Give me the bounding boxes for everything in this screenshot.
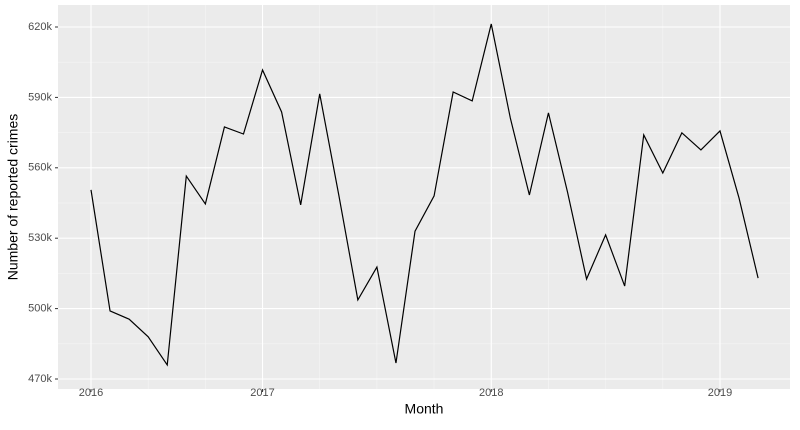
marks — [90, 23, 759, 367]
y-tick-label: 560k — [28, 162, 52, 174]
x-tick-label: 2018 — [479, 387, 503, 399]
y-axis-title: Number of reported crimes — [5, 114, 21, 281]
line — [90, 23, 759, 367]
y-tick-label: 530k — [28, 232, 52, 244]
panel — [58, 5, 790, 389]
x-tick-label: 2017 — [250, 387, 274, 399]
x-tick-label: 2016 — [79, 387, 103, 399]
grid — [58, 5, 790, 389]
y-tick-label: 590k — [28, 91, 52, 103]
y-tick-label: 500k — [28, 303, 52, 315]
x-tick-label: 2019 — [708, 387, 732, 399]
y-tick-label: 470k — [28, 373, 52, 385]
x-axis-title: Month — [405, 401, 444, 417]
y-tick-label: 620k — [28, 21, 52, 33]
